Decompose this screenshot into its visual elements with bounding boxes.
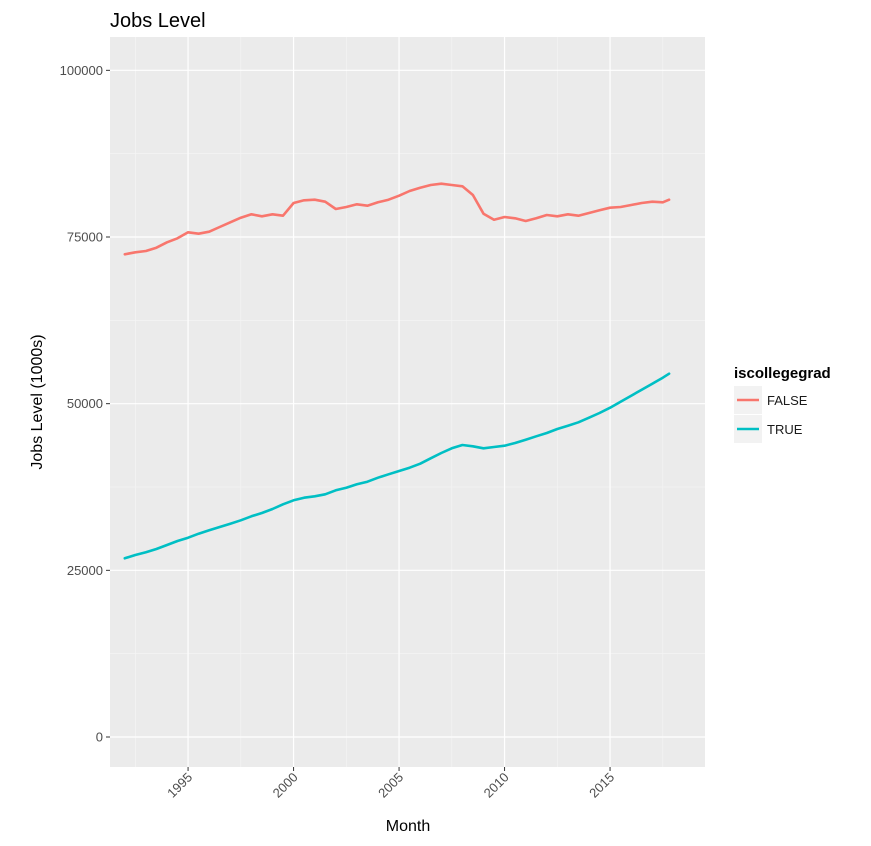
x-tick-label: 2005	[375, 770, 406, 801]
chart-title: Jobs Level	[110, 10, 206, 32]
x-axis: 1995 2000 2005 2010 2015	[164, 767, 617, 801]
y-tick-label: 0	[96, 730, 103, 745]
legend-label-true: TRUE	[767, 422, 803, 437]
grid-lines	[110, 37, 705, 767]
x-tick-label: 2000	[270, 770, 301, 801]
x-tick-label: 2010	[481, 770, 512, 801]
legend: iscollegegrad FALSE TRUE	[734, 365, 831, 443]
x-axis-title: Month	[386, 818, 430, 835]
y-axis: 0 25000 50000 75000 100000	[60, 63, 110, 745]
y-axis-title: Jobs Level (1000s)	[29, 334, 46, 469]
plot-panel	[110, 37, 705, 767]
x-tick-label: 1995	[164, 770, 195, 801]
legend-label-false: FALSE	[767, 393, 808, 408]
y-tick-label: 100000	[60, 63, 103, 78]
x-tick-label: 2015	[586, 770, 617, 801]
y-tick-label: 50000	[67, 396, 103, 411]
series-line-false	[123, 182, 671, 256]
y-tick-label: 75000	[67, 230, 103, 245]
y-tick-label: 25000	[67, 563, 103, 578]
series-lines	[123, 182, 671, 560]
legend-title: iscollegegrad	[734, 365, 831, 382]
series-line-true	[123, 372, 671, 560]
